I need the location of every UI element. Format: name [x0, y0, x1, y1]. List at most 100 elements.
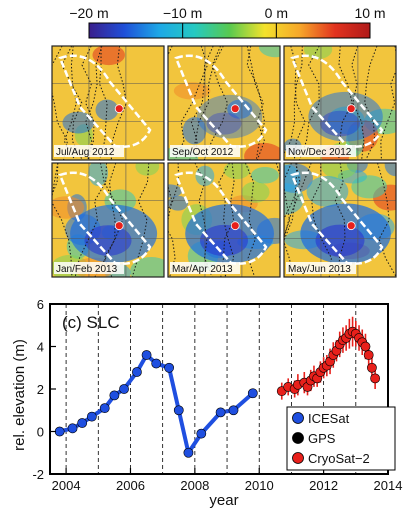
map-anomaly [251, 166, 279, 184]
map-label-bg [170, 145, 240, 157]
map-border [51, 45, 165, 161]
series-icesat [54, 350, 258, 458]
legend-label: ICESat [308, 411, 350, 426]
map-label-bg [286, 262, 356, 274]
x-tick-label: 2010 [245, 478, 274, 493]
map-anomaly [95, 99, 119, 121]
map-panel-label: May/Jun 2013 [288, 264, 351, 275]
map-track [94, 163, 117, 277]
map-anomaly [303, 46, 333, 60]
basin-outline [58, 171, 152, 265]
colorbar-tick-label: 0 m [265, 5, 288, 21]
legend-box [286, 406, 396, 471]
panel-label: (c) SLC [62, 313, 120, 332]
station-marker [346, 104, 356, 114]
map-subsidence-core [315, 224, 365, 257]
map-anomaly [223, 163, 251, 180]
data-point [360, 341, 371, 352]
map-track [63, 46, 77, 160]
map-track [85, 46, 103, 160]
y-tick-label: -2 [32, 467, 44, 482]
map-track [246, 46, 266, 160]
map-track [284, 163, 295, 277]
map-field [52, 163, 164, 277]
station-marker [114, 221, 124, 231]
map-track [131, 163, 150, 277]
station-marker [230, 104, 240, 114]
map-panel-label: Nov/Dec 2012 [288, 147, 352, 158]
map-label-bg [170, 262, 240, 274]
legend-marker [292, 412, 304, 424]
map-anomaly [62, 111, 95, 134]
map-field [284, 163, 396, 277]
map-panel: Mar/Apr 2013 [167, 162, 281, 278]
data-point [215, 407, 226, 418]
map-anomaly [321, 163, 358, 180]
map-label-bg [54, 145, 124, 157]
map-field [168, 163, 280, 277]
data-point [54, 426, 65, 437]
map-track [244, 163, 256, 277]
station-marker [346, 221, 356, 231]
map-border [167, 45, 281, 161]
map-anomaly [241, 181, 270, 203]
map-track [299, 46, 320, 160]
data-point [183, 447, 194, 458]
map-border [167, 162, 281, 278]
basin-outline [290, 171, 384, 265]
y-tick-label: 2 [37, 382, 44, 397]
map-track [189, 46, 224, 160]
map-panel: Jul/Aug 2012 [51, 45, 165, 161]
colorbar-gradient [88, 22, 371, 39]
y-tick-label: 6 [37, 297, 44, 312]
map-panel-label: Jan/Feb 2013 [56, 264, 118, 275]
basin-outline [174, 54, 268, 148]
map-anomaly [168, 184, 183, 198]
data-point [109, 390, 120, 401]
data-point [86, 411, 97, 422]
map-track [81, 46, 95, 160]
data-point [132, 367, 142, 377]
legend-marker [292, 432, 304, 444]
axes: 2004 2006 2008 2010 2012 2014 -2 0 2 4 6 [32, 297, 402, 493]
map-panel-label: Jul/Aug 2012 [56, 147, 115, 158]
data-point [119, 384, 129, 394]
x-axis-label: year [209, 492, 238, 509]
map-track [74, 163, 108, 277]
map-anomaly [182, 117, 207, 145]
colorbar-tick-label: −10 m [163, 5, 202, 21]
data-point [67, 423, 78, 434]
map-subsidence-core [320, 110, 360, 137]
map-anomaly [168, 195, 189, 211]
map-track [284, 163, 298, 246]
legend-label: CryoSat−2 [308, 451, 370, 466]
map-label-bg [54, 262, 124, 274]
map-panel-label: Mar/Apr 2013 [172, 264, 233, 275]
data-point [99, 403, 110, 414]
station-marker [114, 104, 124, 114]
map-anomaly [52, 196, 85, 219]
x-tick-label: 2008 [180, 478, 209, 493]
y-tick-label: 4 [37, 340, 44, 355]
map-anomaly [244, 142, 280, 160]
data-point [228, 405, 239, 416]
map-panel-grid: Jul/Aug 2012 Sep/Oct 2012 Nov/Dec 2012 Jan/… [51, 45, 397, 278]
map-track [218, 163, 235, 277]
map-border [51, 162, 165, 278]
map-anomaly [92, 46, 125, 66]
legend-label: GPS [308, 431, 336, 446]
map-anomaly [384, 163, 396, 177]
map-track [351, 46, 365, 160]
map-subsidence-core [206, 112, 242, 135]
colorbar-tick-label: −20 m [69, 5, 108, 21]
colorbar-tick-label: 10 m [354, 5, 385, 21]
y-tick-label: 0 [37, 425, 44, 440]
map-border [283, 45, 397, 161]
y-axis-label: rel. elevation (m) [11, 339, 28, 451]
map-label-bg [286, 145, 356, 157]
data-point [370, 373, 381, 384]
data-point [367, 362, 377, 373]
legend: ICESat GPS CryoSat−2 [286, 406, 396, 471]
map-panel: May/Jun 2013 [283, 162, 397, 278]
